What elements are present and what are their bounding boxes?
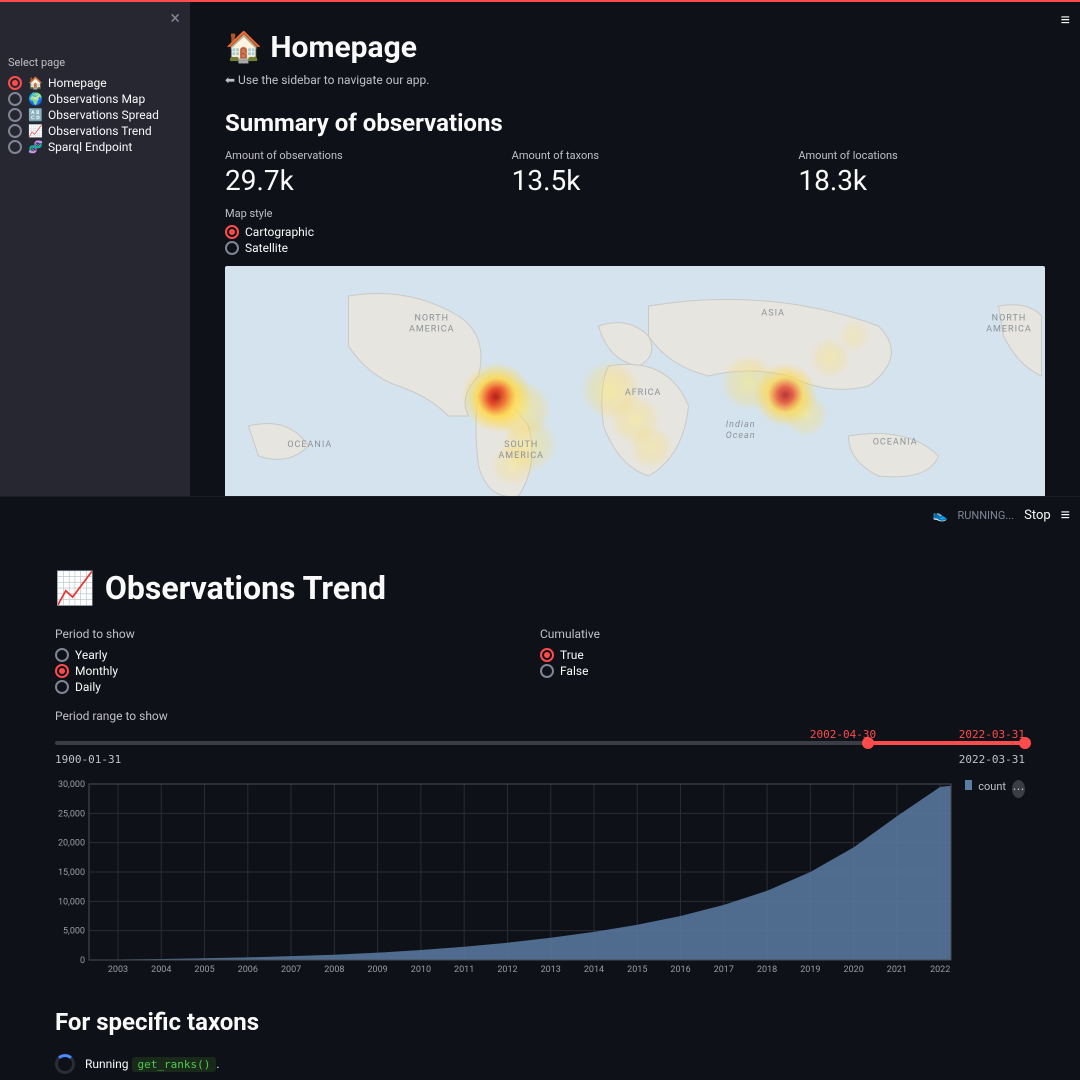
subtitle: ⬅ Use the sidebar to navigate our app. — [225, 73, 1045, 87]
svg-text:2015: 2015 — [627, 965, 647, 975]
svg-text:NORTH: NORTH — [992, 314, 1027, 324]
svg-text:2014: 2014 — [584, 965, 604, 975]
metric: Amount of observations 29.7k — [225, 149, 472, 197]
svg-text:0: 0 — [80, 956, 85, 966]
svg-text:20,000: 20,000 — [58, 839, 85, 849]
svg-text:2021: 2021 — [887, 965, 907, 975]
mapstyle-option[interactable]: Satellite — [225, 240, 1045, 256]
sidebar: × Select page 🏠 Homepage 🌍 Observations … — [0, 2, 190, 496]
svg-text:AMERICA: AMERICA — [986, 325, 1032, 335]
svg-text:2016: 2016 — [670, 965, 690, 975]
svg-text:2012: 2012 — [497, 965, 517, 975]
svg-text:ASIA: ASIA — [761, 309, 785, 319]
slider-value-right: 2022-03-31 — [959, 728, 1025, 741]
svg-text:30,000: 30,000 — [58, 780, 85, 790]
period-option[interactable]: Daily — [55, 679, 540, 695]
chart-menu-icon[interactable]: ⋯ — [1012, 780, 1025, 798]
cumulative-label: Cumulative — [540, 627, 1025, 641]
svg-text:25,000: 25,000 — [58, 809, 85, 819]
sidebar-label: Select page — [8, 56, 182, 69]
svg-text:2020: 2020 — [844, 965, 864, 975]
svg-text:NORTH: NORTH — [414, 314, 449, 324]
hamburger-icon[interactable]: ≡ — [1061, 505, 1070, 525]
svg-text:2022: 2022 — [930, 965, 950, 975]
svg-text:Ocean: Ocean — [726, 431, 756, 441]
period-option[interactable]: Monthly — [55, 663, 540, 679]
svg-text:AMERICA: AMERICA — [409, 325, 455, 335]
svg-text:SOUTH: SOUTH — [504, 440, 538, 450]
svg-text:AMERICA: AMERICA — [498, 451, 544, 461]
code-call: get_ranks() — [132, 1057, 217, 1072]
svg-text:AFRICA: AFRICA — [625, 388, 662, 398]
sidebar-item[interactable]: 🔠 Observations Spread — [8, 107, 182, 123]
svg-text:2003: 2003 — [108, 965, 128, 975]
cumulative-option[interactable]: True — [540, 647, 1025, 663]
svg-text:2010: 2010 — [411, 965, 431, 975]
period-option[interactable]: Yearly — [55, 647, 540, 663]
nav-item-icon: 📈 — [28, 124, 42, 138]
svg-text:2007: 2007 — [281, 965, 301, 975]
taxons-heading: For specific taxons — [55, 1008, 1025, 1036]
house-icon: 🏠 — [225, 30, 262, 65]
svg-text:2004: 2004 — [151, 965, 171, 975]
range-slider[interactable]: 2002-04-30 2022-03-31 1900-01-31 2022-03… — [55, 741, 1025, 766]
legend-swatch — [965, 780, 972, 790]
svg-text:2013: 2013 — [541, 965, 561, 975]
sidebar-item[interactable]: 🏠 Homepage — [8, 75, 182, 91]
trend-title: 📈 Observations Trend — [55, 497, 1025, 607]
legend-label: count — [978, 780, 1006, 793]
slider-thumb-left[interactable] — [862, 737, 874, 749]
svg-text:OCEANIA: OCEANIA — [287, 440, 332, 450]
hamburger-icon[interactable]: ≡ — [1061, 10, 1070, 30]
svg-text:2005: 2005 — [194, 965, 214, 975]
slider-max: 2022-03-31 — [959, 753, 1025, 766]
svg-text:15,000: 15,000 — [58, 868, 85, 878]
trend-chart[interactable]: 0 5,000 10,000 15,000 20,000 25,000 30,000 2003… — [55, 778, 955, 978]
status-bar: 👟 RUNNING... Stop ≡ — [933, 505, 1071, 525]
spinner-icon — [55, 1054, 75, 1074]
sidebar-item[interactable]: 🧬 Sparql Endpoint — [8, 139, 182, 155]
stop-button[interactable]: Stop — [1024, 508, 1051, 523]
trend-icon: 📈 — [55, 569, 95, 607]
cumulative-option[interactable]: False — [540, 663, 1025, 679]
mapstyle-option[interactable]: Cartographic — [225, 224, 1045, 240]
homepage-panel: × Select page 🏠 Homepage 🌍 Observations … — [0, 0, 1080, 496]
svg-text:2009: 2009 — [368, 965, 388, 975]
close-icon[interactable]: × — [170, 8, 180, 29]
slider-thumb-right[interactable] — [1019, 737, 1031, 749]
mapstyle-label: Map style — [225, 207, 1045, 220]
svg-text:Indian: Indian — [726, 420, 756, 430]
nav-item-icon: 🏠 — [28, 76, 42, 90]
range-label: Period range to show — [55, 709, 1025, 723]
running-row: Running get_ranks(). — [55, 1054, 1025, 1074]
svg-text:2019: 2019 — [800, 965, 820, 975]
nav-item-icon: 🔠 — [28, 108, 42, 122]
svg-text:5,000: 5,000 — [63, 927, 85, 937]
svg-text:OCEANIA: OCEANIA — [873, 438, 918, 448]
sidebar-item[interactable]: 🌍 Observations Map — [8, 91, 182, 107]
sidebar-item[interactable]: 📈 Observations Trend — [8, 123, 182, 139]
summary-heading: Summary of observations — [225, 109, 1045, 137]
metrics-row: Amount of observations 29.7k Amount of t… — [225, 149, 1045, 197]
trend-panel: 👟 RUNNING... Stop ≡ 📈 Observations Trend… — [0, 496, 1080, 1074]
svg-text:2008: 2008 — [324, 965, 344, 975]
homepage-main: ≡ 🏠 Homepage ⬅ Use the sidebar to naviga… — [190, 2, 1080, 496]
period-label: Period to show — [55, 627, 540, 641]
running-icon: 👟 — [933, 508, 948, 522]
svg-text:2017: 2017 — [714, 965, 734, 975]
slider-min: 1900-01-31 — [55, 753, 121, 766]
svg-text:2018: 2018 — [757, 965, 777, 975]
running-status: RUNNING... — [957, 509, 1014, 522]
metric: Amount of locations 18.3k — [798, 149, 1045, 197]
nav-item-icon: 🌍 — [28, 92, 42, 106]
metric: Amount of taxons 13.5k — [512, 149, 759, 197]
nav-item-icon: 🧬 — [28, 140, 42, 154]
page-title: 🏠 Homepage — [225, 30, 1045, 65]
svg-text:2011: 2011 — [454, 965, 474, 975]
svg-text:2006: 2006 — [238, 965, 258, 975]
world-heatmap[interactable]: OCEANIANORTHAMERICASOUTHAMERICAAFRICAASI… — [225, 266, 1045, 496]
svg-text:10,000: 10,000 — [58, 897, 85, 907]
